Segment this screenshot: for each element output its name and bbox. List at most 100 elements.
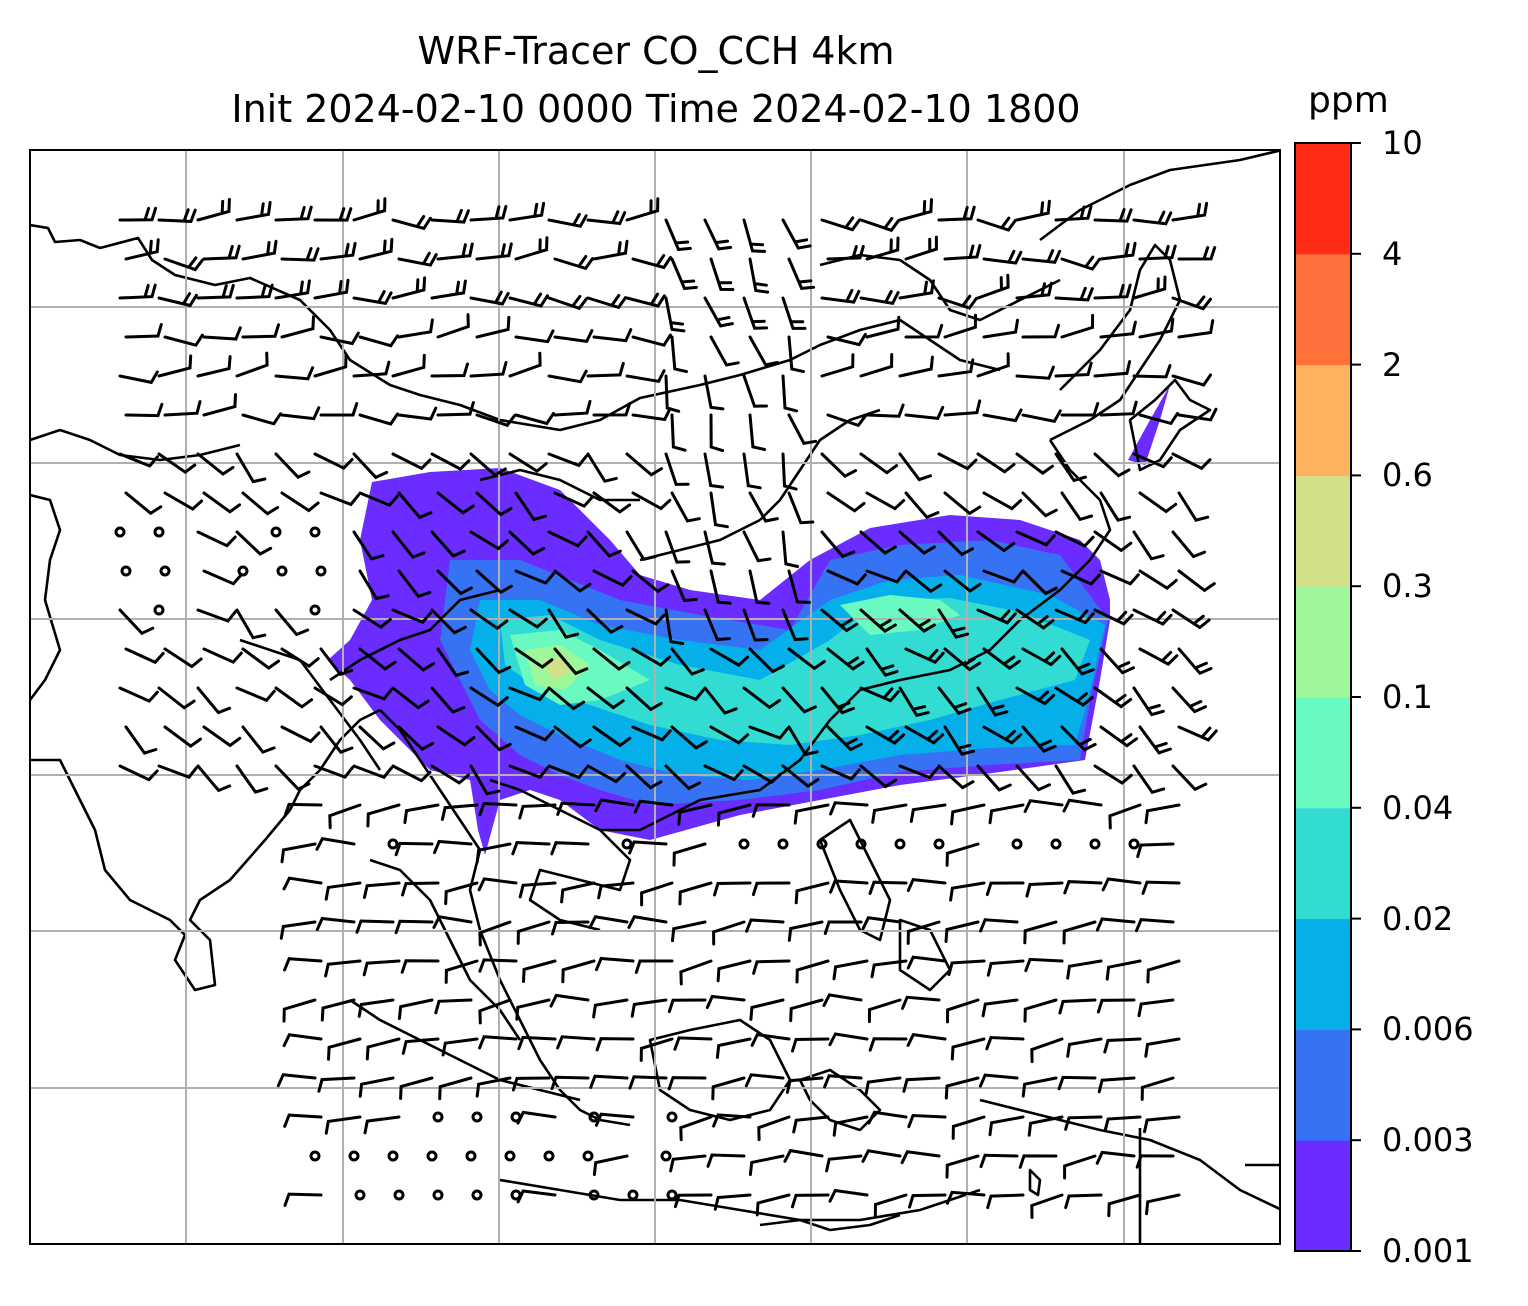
wind-barb	[475, 1076, 512, 1098]
wind-barb	[703, 530, 726, 566]
wind-barb	[196, 283, 235, 300]
wind-barb	[748, 725, 789, 740]
wind-barb	[358, 412, 399, 426]
wind-barb	[430, 279, 467, 300]
wind-barb	[625, 292, 666, 308]
wind-barb	[478, 801, 518, 817]
wind-barb	[475, 491, 513, 517]
wind-barb-calm	[777, 838, 789, 850]
wind-barb	[352, 608, 392, 629]
wind-barb	[751, 881, 791, 897]
wind-barb	[859, 530, 897, 555]
wind-barb-calm	[666, 1189, 678, 1201]
wind-barb	[859, 764, 898, 789]
wind-barb	[943, 569, 982, 593]
wind-barb	[1099, 647, 1135, 675]
wind-barb	[430, 452, 471, 471]
wind-barb	[586, 530, 622, 558]
colorbar-tick-label: 0.001	[1382, 1232, 1474, 1270]
wind-barb	[1027, 1115, 1064, 1137]
wind-barb	[547, 608, 580, 639]
wind-barb	[508, 530, 546, 556]
wind-barb	[358, 569, 390, 601]
wind-barb	[709, 257, 735, 291]
wind-barb	[820, 216, 861, 232]
wind-barb-calm	[354, 1189, 366, 1201]
wind-barb	[508, 686, 549, 702]
wind-barb	[469, 452, 507, 477]
colorbar-tick-label: 0.1	[1382, 678, 1433, 716]
wind-barb	[560, 881, 596, 904]
wind-barb	[625, 530, 657, 562]
wind-barb	[1021, 647, 1062, 667]
wind-barb	[742, 296, 769, 330]
wind-barb	[157, 208, 197, 223]
wind-barb	[595, 956, 635, 972]
wind-barb	[937, 608, 970, 639]
wind-barb	[826, 244, 865, 261]
wind-barb	[118, 608, 155, 636]
wind-barb	[1177, 647, 1213, 676]
wind-barb	[1095, 1150, 1136, 1165]
plume-japan	[1128, 385, 1170, 465]
wind-barb-calm	[471, 1189, 483, 1201]
wind-barb	[1099, 400, 1138, 417]
wind-barb	[904, 235, 938, 261]
wind-barb	[748, 569, 771, 605]
wind-barb-calm	[153, 526, 165, 538]
wind-barb	[517, 1035, 557, 1051]
wind-barb	[469, 608, 509, 631]
wind-barb	[1136, 842, 1175, 859]
wind-barb	[1138, 569, 1178, 590]
wind-barb	[586, 608, 624, 635]
wind-barb	[748, 1154, 785, 1176]
wind-barb	[1171, 373, 1212, 387]
wind-barb	[592, 569, 633, 588]
wind-barb-calm	[666, 1111, 678, 1123]
wind-barb	[906, 955, 947, 970]
wind-barb	[705, 994, 746, 1009]
wind-barb	[196, 686, 232, 715]
wind-barb	[979, 918, 1019, 933]
wind-barb	[553, 491, 594, 508]
wind-barb	[328, 803, 362, 830]
wind-barb	[1093, 360, 1132, 378]
wind-barb	[202, 725, 242, 748]
wind-barb	[163, 491, 204, 511]
wind-barb	[982, 491, 1023, 511]
wind-barb-calm	[309, 526, 321, 538]
wind-barb	[514, 236, 549, 261]
wind-barb	[430, 530, 466, 558]
wind-barb	[1054, 361, 1093, 378]
wind-barb	[327, 1037, 362, 1061]
wind-barb	[594, 798, 635, 813]
wind-barb	[1099, 491, 1132, 522]
wind-barb	[1015, 608, 1055, 630]
wind-barb	[673, 1193, 713, 1209]
colorbar-tick-label: 4	[1382, 234, 1403, 273]
wind-barb	[394, 841, 434, 857]
plume-layer-004	[510, 595, 960, 705]
wind-barb	[400, 959, 440, 974]
wind-barb-calm	[627, 1189, 639, 1201]
wind-barb	[514, 569, 555, 585]
wind-barb	[516, 1189, 557, 1204]
wind-barb	[787, 491, 815, 525]
wind-barb	[319, 491, 360, 507]
wind-barb	[820, 353, 855, 378]
wind-barb	[124, 725, 158, 755]
chart-title: WRF-Tracer CO_CCH 4km	[417, 29, 895, 73]
wind-barb-calm	[465, 1150, 477, 1162]
wind-barb	[1093, 764, 1133, 785]
coastlines	[30, 150, 1280, 1244]
wind-barb	[982, 725, 1023, 745]
wind-barb	[937, 686, 972, 715]
wind-barb	[631, 725, 672, 742]
wind-barb	[748, 413, 767, 451]
wind-barb	[352, 686, 393, 701]
wind-barb	[748, 257, 770, 294]
wind-barb	[352, 530, 385, 561]
wind-barb	[1140, 1076, 1175, 1101]
wind-barb	[859, 353, 894, 378]
